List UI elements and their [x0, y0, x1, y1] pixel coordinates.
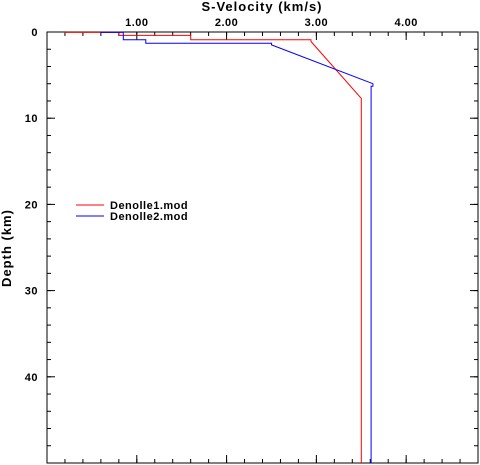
- plot-frame: [47, 32, 478, 463]
- axes-layer: 1.00 2.00 3.00 4.00 0 10 20 30 40: [25, 17, 478, 463]
- y-tick-label: 40: [25, 372, 38, 384]
- x-tick-label: 1.00: [125, 17, 148, 29]
- y-tick-label: 0: [31, 27, 38, 39]
- x-tick-label: 3.00: [305, 17, 328, 29]
- x-tick-label: 2.00: [215, 17, 238, 29]
- series-layer: [65, 32, 373, 463]
- y-tick-label: 10: [25, 113, 38, 125]
- x-axis-title: S-Velocity (km/s): [201, 0, 322, 14]
- legend-label: Denolle2.mod: [110, 211, 188, 223]
- series-line-denolle1-mod: [65, 32, 361, 463]
- x-tick-label: 4.00: [394, 17, 417, 29]
- series-line-denolle2-mod: [101, 32, 373, 463]
- y-tick-label: 30: [25, 286, 38, 298]
- y-axis-title: Depth (km): [0, 209, 14, 287]
- y-tick-label: 20: [25, 199, 38, 211]
